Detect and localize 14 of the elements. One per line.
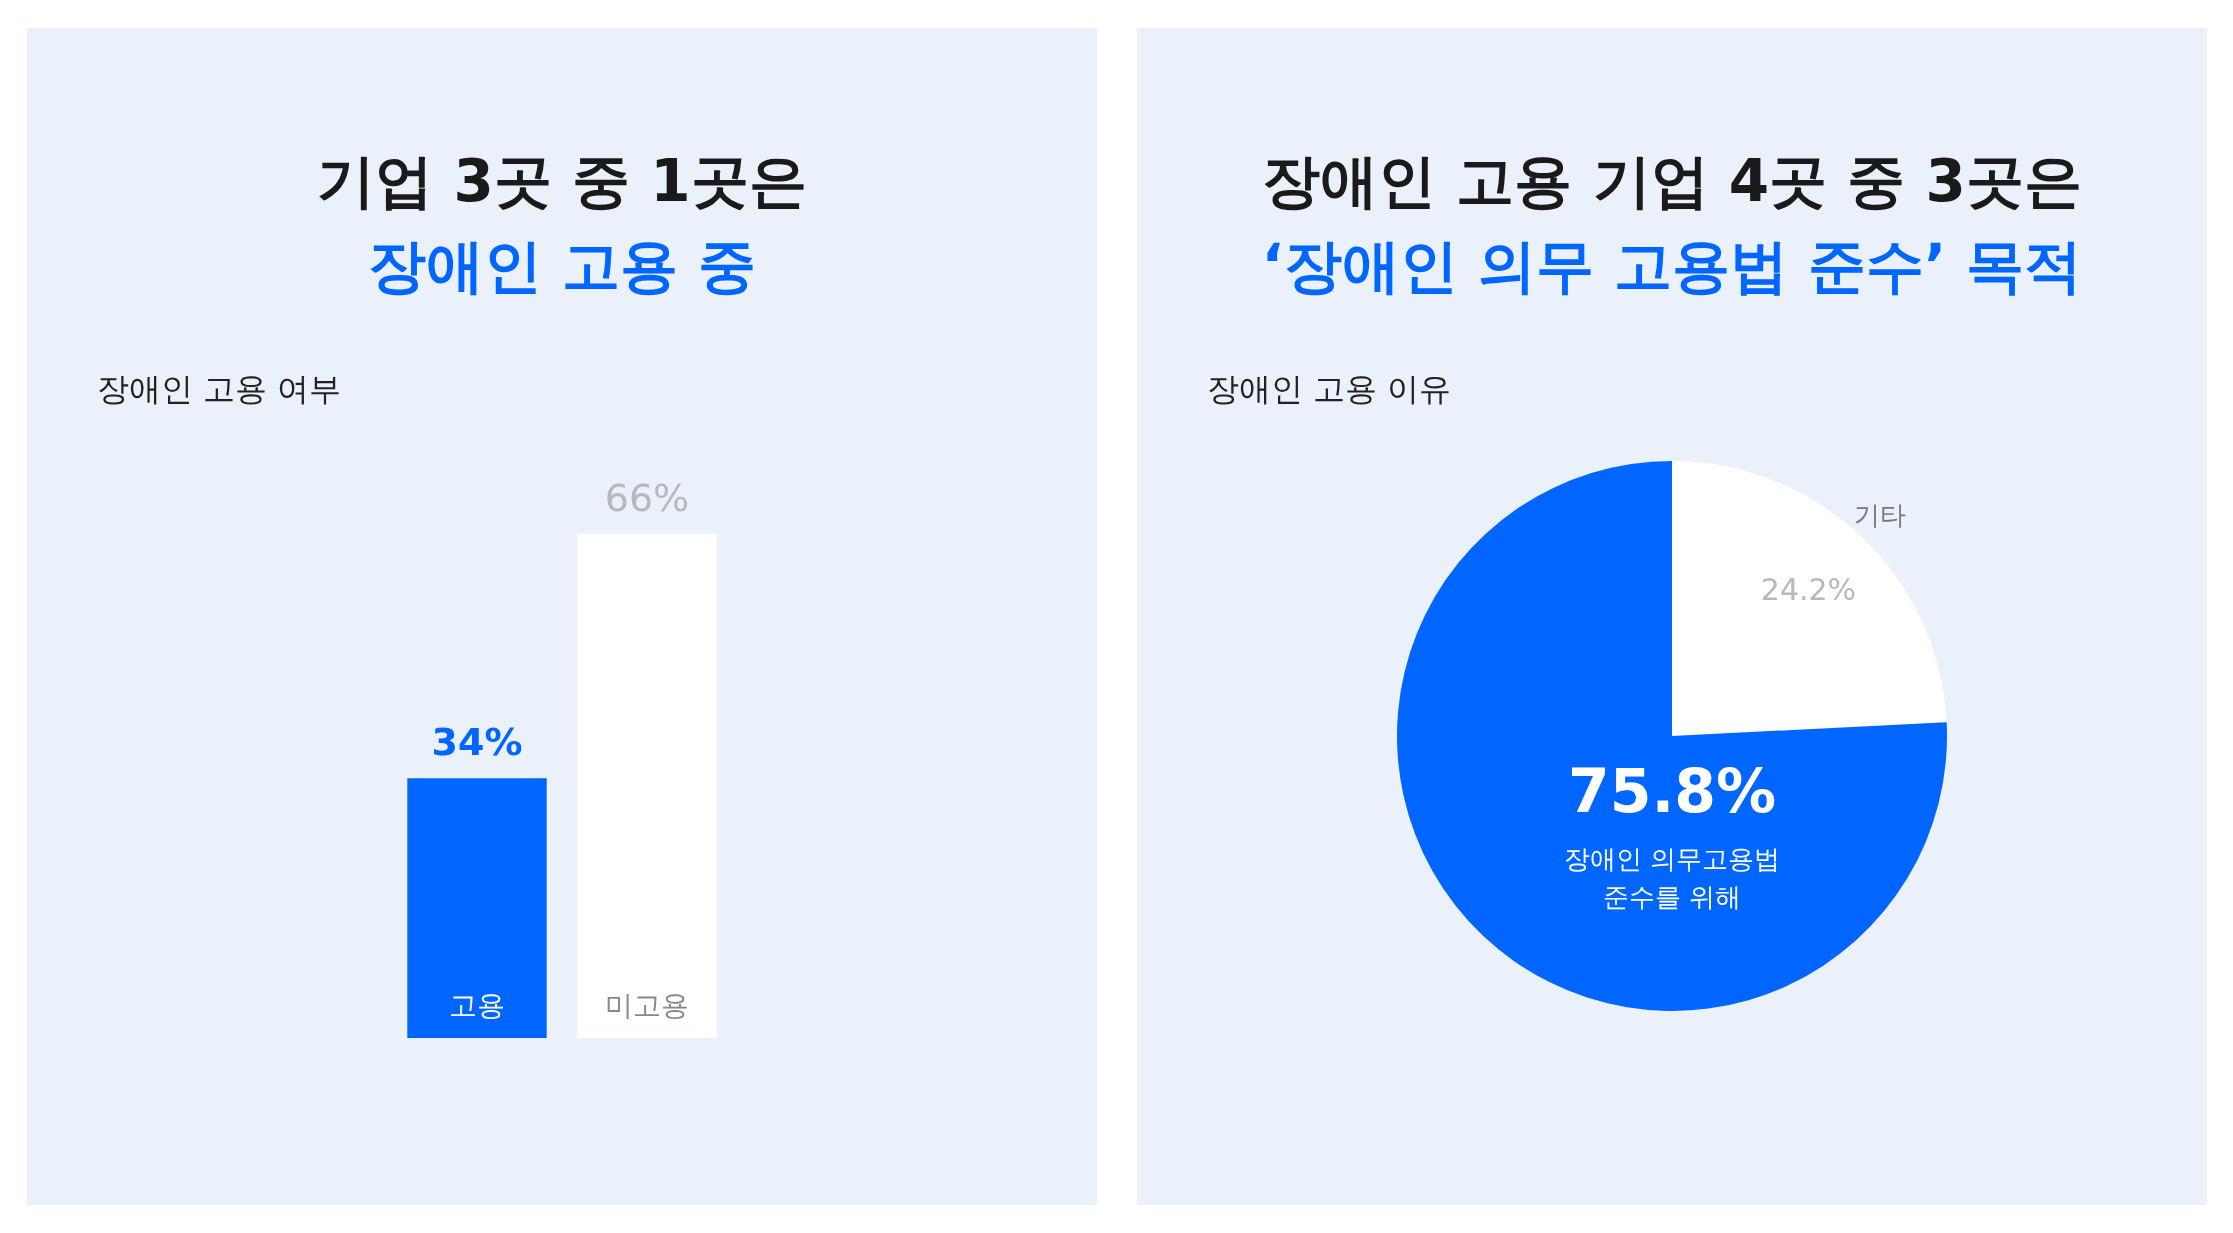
chart-subtitle: 장애인 고용 중 <box>366 231 758 302</box>
slice-label: 장애인 의무고용법 준수를 위해 <box>1563 843 1781 912</box>
slice-label: 기타 <box>1854 499 1907 530</box>
chart-subtitle: ‘장애인 의무 고용법 준수’ 목적 <box>1260 231 2084 302</box>
data-label: 24.2% <box>1760 572 1857 608</box>
chart-title: 기업 3곳 중 1곳은 <box>316 146 808 217</box>
data-label: 75.8% <box>1567 755 1777 826</box>
data-label: 66% <box>604 475 690 520</box>
text: 장애인 고용 여부 <box>97 369 342 410</box>
x-tick-label: 고용 <box>449 989 505 1023</box>
x-tick-label: 미고용 <box>605 989 689 1023</box>
chart-title: 장애인 고용 기업 4곳 중 3곳은 <box>1261 146 2083 217</box>
text: 장애인 고용 이유 <box>1207 369 1452 410</box>
data-label: 34% <box>431 720 523 765</box>
